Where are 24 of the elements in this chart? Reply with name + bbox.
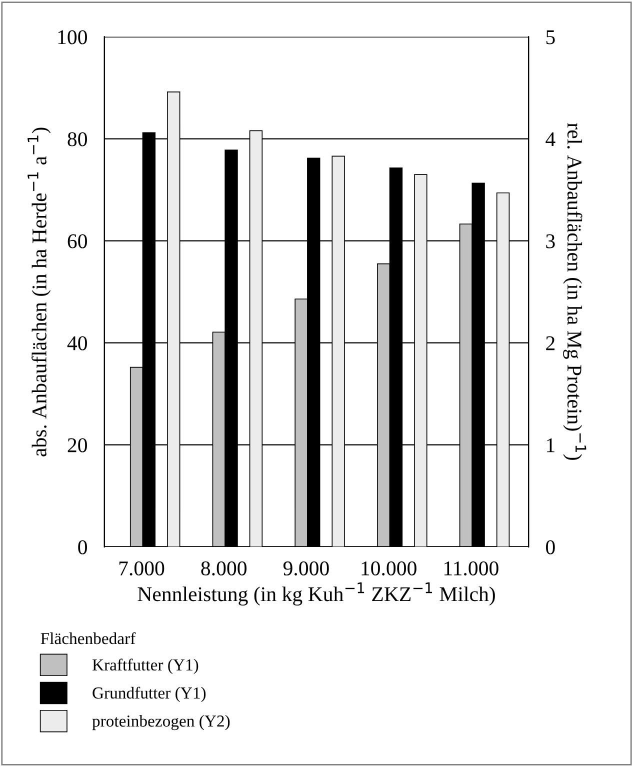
x-axis-title: Nennleistung (in kg Kuh$^{−1}$ ZKZ$^{−1}$ Milch) (138, 582, 495, 606)
y2-tick-label: 5 (546, 30, 555, 44)
legend-label: proteinbezogen (Y2) (92, 714, 230, 730)
y-axis-title: abs. Anbauflächen (in ha Herde$^{−1}$ a$^{−1}$) (28, 128, 51, 456)
y-tick-label: 40 (67, 336, 87, 350)
y2-tick-label: 2 (546, 336, 554, 350)
x-tick-label: 7.000 (119, 561, 164, 576)
y2-tick-label: 0 (546, 540, 555, 554)
x-tick-label: 11.000 (444, 561, 498, 576)
y2-tick-label: 3 (546, 234, 555, 248)
legend-label: Grundfutter (Y1) (92, 686, 206, 702)
y2-tick-label: 4 (546, 132, 556, 146)
x-tick-label: 10.000 (362, 561, 416, 576)
y-tick-label: 60 (68, 234, 87, 248)
y-tick-label: 20 (68, 438, 87, 452)
x-tick-label: 9.000 (283, 561, 329, 576)
legend-title: Flächenbedarf (40, 632, 136, 644)
y-tick-label: 0 (78, 540, 87, 554)
y-tick-label: 100 (58, 30, 87, 44)
legend-label: Kraftfutter (Y1) (92, 658, 198, 674)
y2-tick-label: 1 (547, 438, 554, 452)
y-tick-label: 80 (68, 132, 87, 146)
x-tick-label: 8.000 (201, 561, 246, 576)
y2-axis-title: rel. Anbauflächen (in ha Mg Protein)$^{−1}$) (563, 123, 586, 460)
